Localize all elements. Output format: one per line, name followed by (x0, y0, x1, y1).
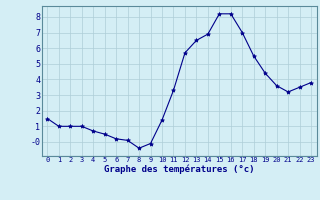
X-axis label: Graphe des températures (°c): Graphe des températures (°c) (104, 165, 254, 174)
